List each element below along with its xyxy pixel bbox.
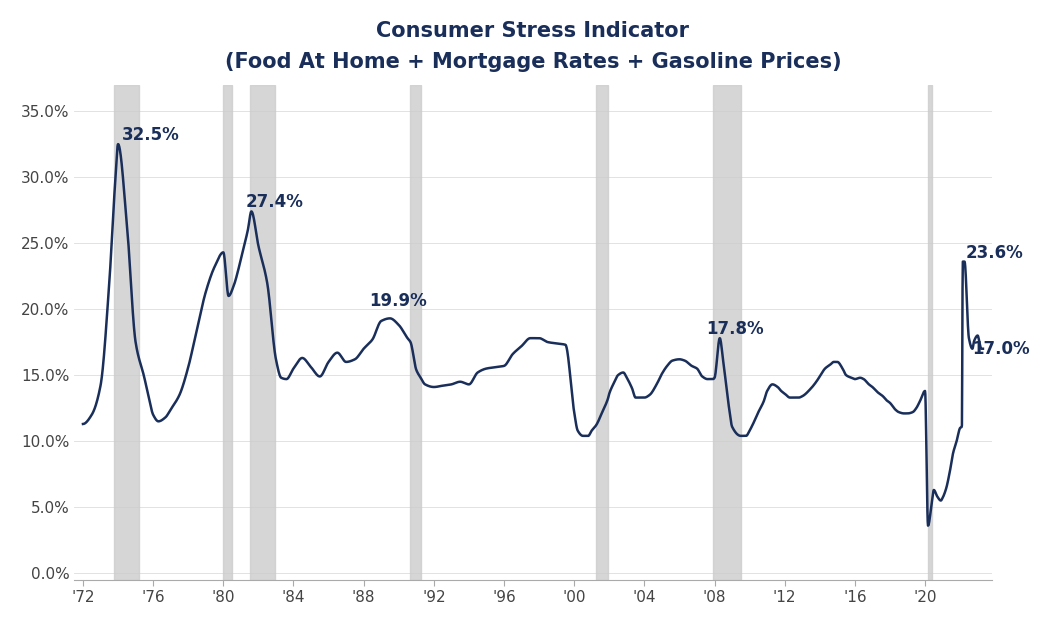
Bar: [928, 85, 932, 580]
Bar: [713, 85, 741, 580]
Bar: [411, 85, 420, 580]
Bar: [223, 85, 232, 580]
Text: 19.9%: 19.9%: [369, 292, 426, 310]
Bar: [114, 85, 139, 580]
Text: 23.6%: 23.6%: [966, 244, 1024, 262]
Bar: [596, 85, 608, 580]
Text: 32.5%: 32.5%: [121, 126, 179, 144]
Bar: [250, 85, 275, 580]
Text: 17.0%: 17.0%: [972, 340, 1030, 357]
Text: 17.8%: 17.8%: [706, 320, 763, 338]
Title: Consumer Stress Indicator
(Food At Home + Mortgage Rates + Gasoline Prices): Consumer Stress Indicator (Food At Home …: [224, 21, 841, 72]
Text: 27.4%: 27.4%: [246, 193, 304, 212]
